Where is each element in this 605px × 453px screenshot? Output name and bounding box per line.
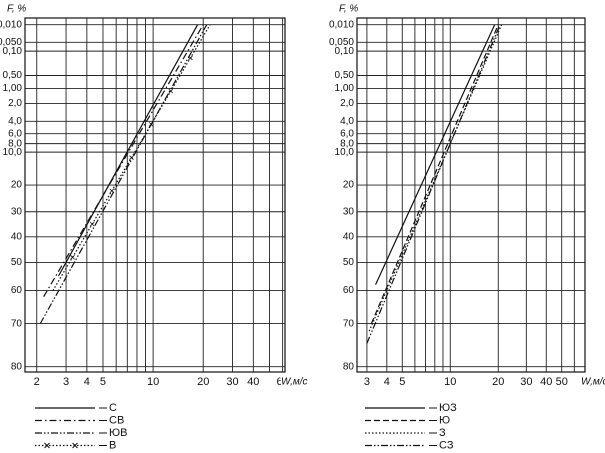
y-tick-label: 70 xyxy=(11,318,23,329)
y-tick-label: 2,0 xyxy=(340,98,354,109)
line-cross xyxy=(129,155,134,160)
y-tick-label: 80 xyxy=(343,361,355,372)
x-tick-label: 3 xyxy=(364,376,370,388)
legend-label: СВ xyxy=(109,414,124,426)
x-tick-label: 5 xyxy=(100,376,106,388)
y-tick-label: 0,50 xyxy=(3,70,23,81)
y-tick-label: 4,0 xyxy=(8,116,22,127)
y-tick-label: 30 xyxy=(11,206,23,217)
data-line xyxy=(370,24,499,324)
y-tick-label: 0,050 xyxy=(0,37,22,48)
y-tick-label: 1,00 xyxy=(335,83,355,94)
y-tick-label: 70 xyxy=(343,318,355,329)
legend-label: З xyxy=(439,427,446,439)
line-cross xyxy=(89,221,95,227)
y-axis-label: F, % xyxy=(7,4,26,15)
y-tick-label: 8,0 xyxy=(340,138,354,149)
legend-label: СЗ xyxy=(439,439,454,451)
y-tick-label: 2,0 xyxy=(8,98,22,109)
x-tick-label: 4 xyxy=(384,376,390,388)
data-line xyxy=(366,24,501,344)
x-tick-label: 60 xyxy=(277,376,289,388)
x-tick-label: 10 xyxy=(444,376,456,388)
legend-label: ЮЗ xyxy=(439,402,457,414)
legend-label: ЮВ xyxy=(109,427,127,439)
y-tick-label: 6,0 xyxy=(8,128,22,139)
y-tick-label: 0,010 xyxy=(0,19,22,30)
y-tick-label: 0,050 xyxy=(329,37,354,48)
y-tick-label: 4,0 xyxy=(340,116,354,127)
legend-label: С xyxy=(109,402,117,414)
x-tick-label: 30 xyxy=(226,376,238,388)
legend-label: Ю xyxy=(439,414,450,426)
y-tick-label: 60 xyxy=(343,285,355,296)
legend-label: В xyxy=(109,439,116,451)
x-axis-label: W,м/с xyxy=(281,377,307,388)
y-tick-label: 0,50 xyxy=(335,70,355,81)
x-tick-label: 5 xyxy=(399,376,405,388)
y-tick-label: 0,10 xyxy=(3,46,23,57)
y-tick-label: 10,0 xyxy=(335,147,355,158)
y-tick-label: 0,10 xyxy=(335,46,355,57)
y-tick-label: 20 xyxy=(343,180,355,191)
x-tick-label: 10 xyxy=(147,376,159,388)
y-tick-label: 6,0 xyxy=(340,128,354,139)
y-tick-label: 40 xyxy=(343,231,355,242)
x-tick-label: 20 xyxy=(197,376,209,388)
data-line xyxy=(43,24,204,297)
x-tick-label: 20 xyxy=(492,376,504,388)
y-tick-label: 50 xyxy=(11,257,23,268)
y-tick-label: 60 xyxy=(11,285,23,296)
x-tick-label: 40 xyxy=(540,376,552,388)
y-axis-label: F, % xyxy=(339,4,358,15)
line-cross xyxy=(70,255,75,260)
data-line xyxy=(57,24,199,277)
y-tick-label: 0,010 xyxy=(329,19,354,30)
line-cross xyxy=(168,88,174,94)
x-tick-label: 3 xyxy=(63,376,69,388)
x-tick-label: 50 xyxy=(556,376,568,388)
y-tick-label: 1,00 xyxy=(3,83,23,94)
data-line xyxy=(375,24,496,285)
y-tick-label: 8,0 xyxy=(8,138,22,149)
y-tick-label: 40 xyxy=(11,231,23,242)
x-tick-label: 4 xyxy=(84,376,90,388)
y-tick-label: 10,0 xyxy=(3,147,23,158)
x-axis-label: W,м/с xyxy=(581,377,605,388)
y-tick-label: 20 xyxy=(11,180,23,191)
line-cross xyxy=(188,55,193,61)
legend-cross xyxy=(44,442,50,449)
x-tick-label: 30 xyxy=(520,376,532,388)
x-tick-label: 40 xyxy=(247,376,259,388)
line-cross xyxy=(109,188,115,194)
x-tick-label: 2 xyxy=(34,376,40,388)
line-cross xyxy=(148,122,154,127)
plot-frame xyxy=(24,17,286,373)
data-line xyxy=(39,24,208,324)
y-tick-label: 80 xyxy=(11,361,23,372)
plot-frame xyxy=(356,17,586,373)
y-tick-label: 30 xyxy=(343,206,355,217)
legend-cross xyxy=(72,442,78,449)
y-tick-label: 50 xyxy=(343,257,355,268)
